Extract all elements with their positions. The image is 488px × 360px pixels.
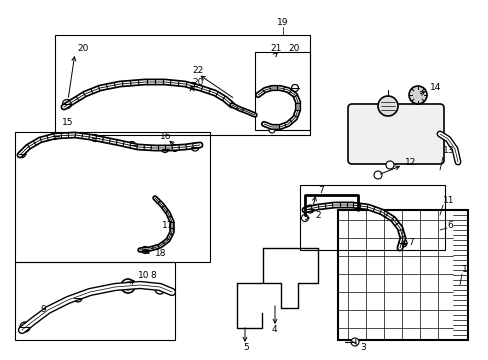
Text: 16: 16 [160,131,171,140]
Circle shape [408,86,426,104]
Circle shape [268,127,274,133]
Circle shape [121,279,135,293]
Text: 9: 9 [40,306,46,315]
Bar [15,132,209,262]
Circle shape [124,282,132,290]
Text: 2: 2 [314,211,320,220]
Circle shape [171,144,178,152]
Text: 20: 20 [192,77,203,86]
Text: 17: 17 [162,220,173,230]
Text: 22: 22 [192,66,203,75]
Text: 3: 3 [359,342,365,351]
Text: 7: 7 [407,238,413,247]
FancyBboxPatch shape [347,104,443,164]
Text: 6: 6 [446,220,452,230]
Text: 15: 15 [62,117,73,126]
Bar [15,262,175,340]
Circle shape [350,338,358,346]
Bar [299,185,444,250]
Bar [55,35,309,135]
Text: 7: 7 [317,185,323,194]
Circle shape [377,96,397,116]
Text: 13: 13 [442,145,453,154]
Circle shape [155,284,164,294]
Text: 1: 1 [461,266,467,274]
Bar [337,210,467,340]
Text: 4: 4 [271,325,277,334]
Text: 8: 8 [150,270,156,279]
Circle shape [373,171,381,179]
Text: 20: 20 [287,44,299,53]
Circle shape [385,161,393,169]
Circle shape [301,215,308,221]
Text: 5: 5 [243,343,248,352]
Text: 12: 12 [404,158,415,166]
Text: 20: 20 [77,44,88,53]
Text: 11: 11 [442,195,453,204]
Bar [254,52,309,130]
Text: 19: 19 [277,18,288,27]
Text: 10: 10 [138,270,149,279]
Text: 18: 18 [155,248,166,257]
Text: 14: 14 [429,82,441,91]
Text: 21: 21 [269,44,281,53]
